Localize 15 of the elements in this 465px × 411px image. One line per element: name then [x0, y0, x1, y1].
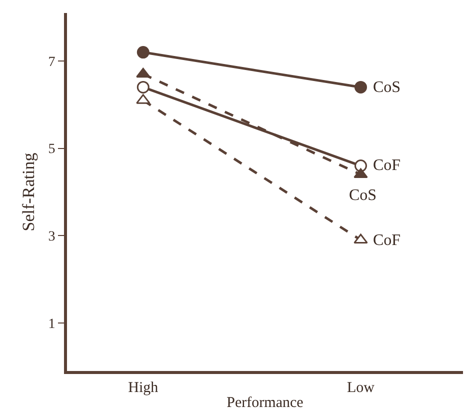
point	[354, 80, 367, 94]
x-tick-label: High	[128, 380, 159, 396]
series-label: CoS	[373, 79, 401, 96]
point	[136, 80, 150, 94]
series-label: CoF	[373, 157, 401, 174]
y-axis-title: Self-Rating	[18, 152, 38, 232]
y-tick-label: 7	[48, 54, 56, 70]
series-label: CoS	[349, 187, 377, 204]
y-tick-label: 5	[48, 142, 56, 158]
series-label: CoF	[373, 232, 401, 249]
y-tick-label: 3	[48, 230, 56, 245]
x-axis-title: Performance	[226, 395, 304, 411]
point	[136, 46, 150, 59]
y-tick-label: 1	[48, 316, 56, 332]
x-tick-label: Low	[346, 380, 375, 396]
